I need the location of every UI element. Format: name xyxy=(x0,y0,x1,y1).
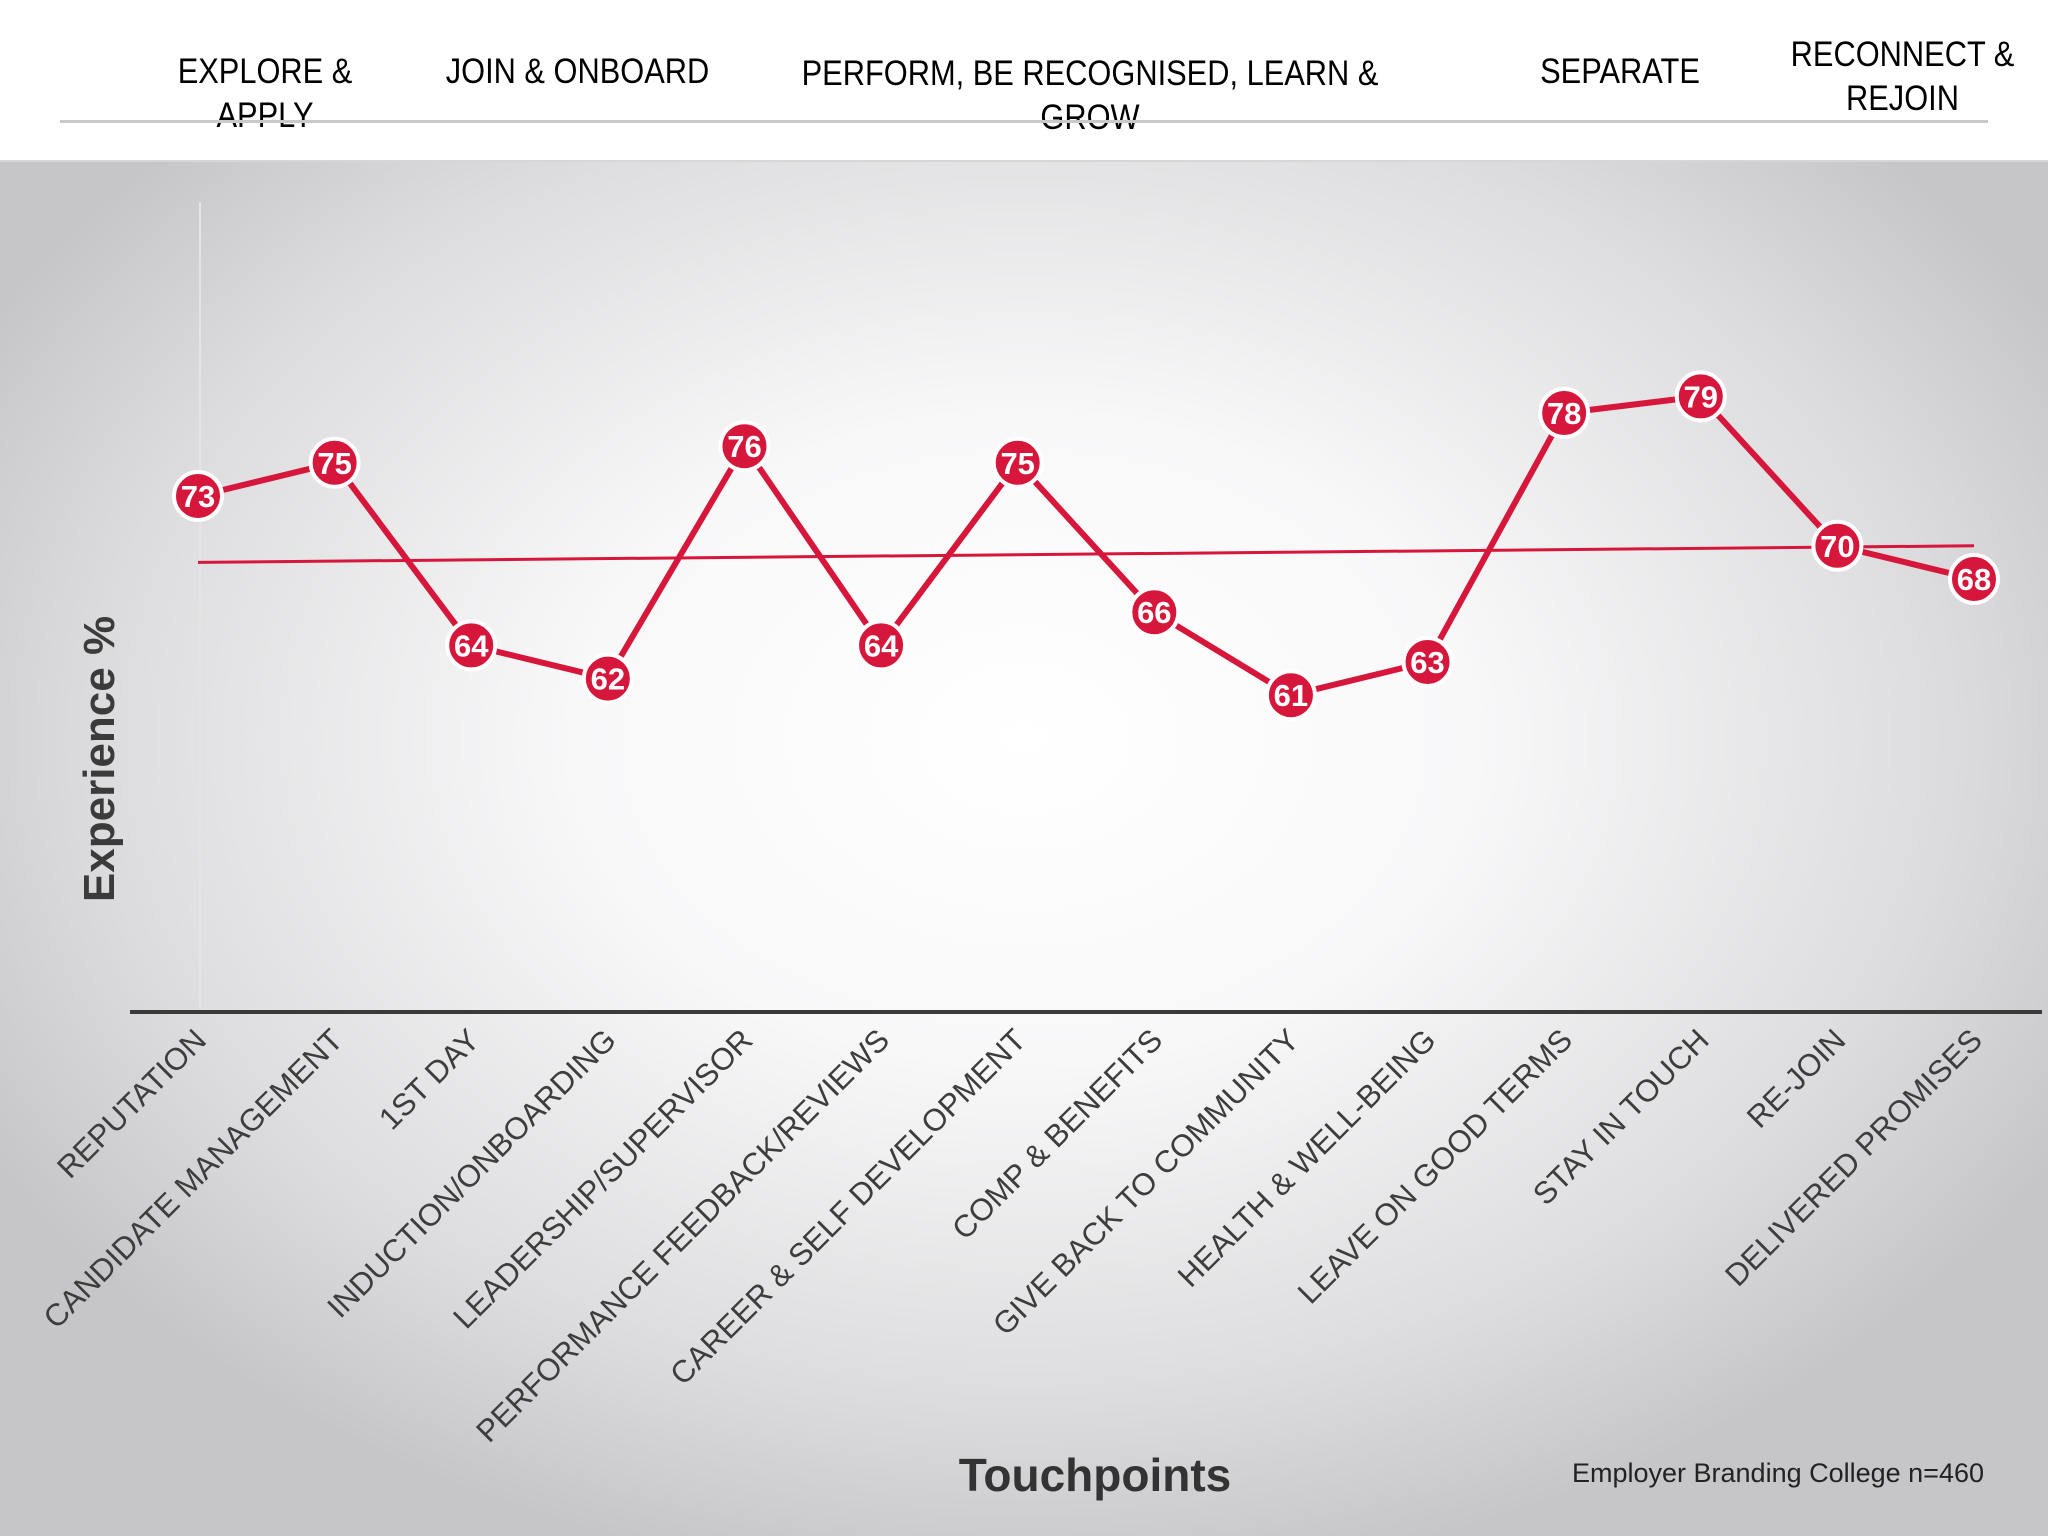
data-point-marker xyxy=(1538,387,1591,439)
data-point: 64 xyxy=(445,619,498,672)
data-markers: 73 75 64 62 76 64 75 66 61 63 78 79 70 68 xyxy=(172,370,2000,722)
data-label: 75 xyxy=(317,446,351,481)
data-point-marker xyxy=(1948,553,2000,605)
stage-explore-apply: EXPLORE & APPLY xyxy=(177,52,353,135)
trendline xyxy=(197,544,1975,564)
data-point-marker xyxy=(1674,370,1727,423)
data-point-marker xyxy=(445,619,498,672)
data-point: 70 xyxy=(1811,519,1864,572)
header-divider xyxy=(60,120,1988,123)
data-point: 62 xyxy=(581,652,634,705)
data-label: 61 xyxy=(1274,678,1308,713)
x-tick-label: INDUCTION/ONBOARDING xyxy=(320,1022,622,1324)
data-point: 79 xyxy=(1674,370,1727,423)
data-point-marker xyxy=(1264,669,1317,722)
data-point: 73 xyxy=(172,470,224,522)
x-tick-label: HEALTH & WELL-BEING xyxy=(1171,1022,1443,1294)
data-point-marker xyxy=(1811,519,1864,572)
chart-panel: 73 75 64 62 76 64 75 66 61 63 78 79 70 68 REPUTATION C… xyxy=(0,160,2048,1536)
data-point-marker xyxy=(1128,586,1181,639)
data-point: 68 xyxy=(1948,553,2000,605)
lifecycle-header: EXPLORE & APPLY JOIN & ONBOARD PERFORM, … xyxy=(0,0,2048,160)
stage-perform-learn-grow: PERFORM, BE RECOGNISED, LEARN & GROW xyxy=(801,54,1379,137)
data-label: 66 xyxy=(1137,595,1171,630)
stage-separate: SEPARATE xyxy=(1540,52,1700,91)
data-label: 78 xyxy=(1547,396,1581,431)
data-point: 75 xyxy=(991,436,1044,489)
data-label: 64 xyxy=(864,628,899,663)
data-label: 64 xyxy=(454,628,489,663)
stage-reconnect-rejoin: RECONNECT & REJOIN xyxy=(1790,35,2015,118)
data-point-marker xyxy=(172,470,224,522)
data-point: 76 xyxy=(718,420,771,473)
y-axis-title: Experience % xyxy=(75,615,124,903)
data-label: 70 xyxy=(1820,529,1854,564)
data-label: 79 xyxy=(1684,379,1718,414)
x-tick-label: 1ST DAY xyxy=(372,1022,486,1136)
data-point: 64 xyxy=(855,619,908,672)
line-chart: 73 75 64 62 76 64 75 66 61 63 78 79 70 68 REPUTATIONC… xyxy=(37,202,2042,1449)
source-note: Employer Branding College n=460 xyxy=(1571,1458,1984,1488)
x-tick-label: RE-JOIN xyxy=(1740,1022,1852,1134)
x-tick-label: CANDIDATE MANAGEMENT xyxy=(37,1022,350,1335)
data-label: 73 xyxy=(181,479,215,514)
data-point-marker xyxy=(581,652,634,705)
data-point: 66 xyxy=(1128,586,1181,639)
data-point: 78 xyxy=(1538,387,1591,439)
stage-join-onboard: JOIN & ONBOARD xyxy=(445,52,710,91)
x-tick-label: DELIVERED PROMISES xyxy=(1718,1022,1989,1293)
data-point-marker xyxy=(855,619,908,672)
x-tick-label: LEAVE ON GOOD TERMS xyxy=(1291,1022,1579,1310)
data-point: 75 xyxy=(308,436,361,489)
data-point-marker xyxy=(718,420,771,473)
data-label: 63 xyxy=(1410,645,1444,680)
data-label: 62 xyxy=(591,662,625,697)
data-label: 75 xyxy=(1000,446,1034,481)
data-point: 61 xyxy=(1264,669,1317,722)
data-point-marker xyxy=(1401,636,1454,688)
data-label: 68 xyxy=(1957,562,1991,597)
data-label: 76 xyxy=(727,429,761,464)
x-axis-title: Touchpoints xyxy=(958,1449,1232,1501)
data-point-marker xyxy=(308,436,361,489)
data-point-marker xyxy=(991,436,1044,489)
x-tick-label: LEADERSHIP/SUPERVISOR xyxy=(446,1022,759,1335)
data-point: 63 xyxy=(1401,636,1454,688)
